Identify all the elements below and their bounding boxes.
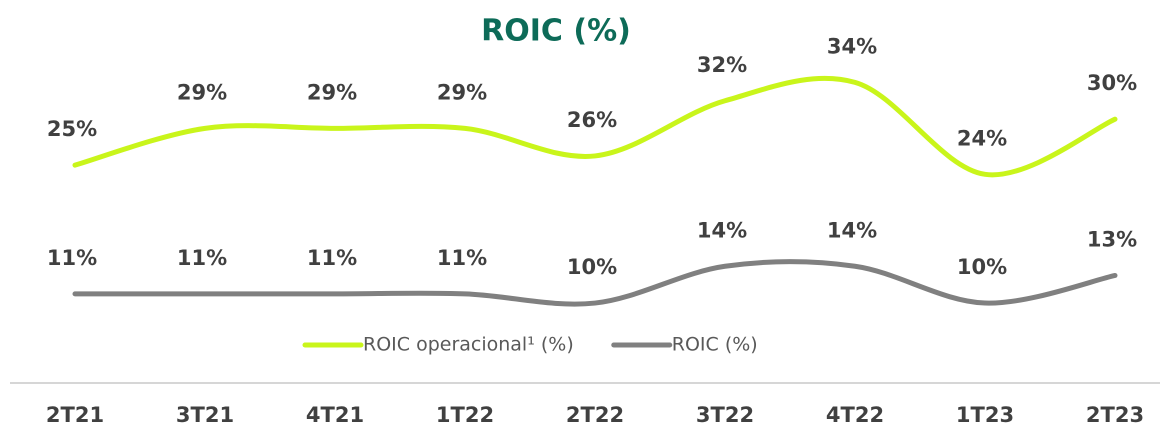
data-label: 29% (437, 80, 487, 104)
data-label: 11% (47, 246, 97, 270)
series-line (72, 259, 1118, 307)
data-label: 10% (957, 255, 1007, 279)
data-label: 10% (567, 255, 617, 279)
data-label: 11% (177, 246, 227, 270)
data-label: 29% (307, 80, 357, 104)
data-label: 11% (307, 246, 357, 270)
data-label: 11% (437, 246, 487, 270)
series-line (72, 75, 1118, 178)
data-label: 29% (177, 80, 227, 104)
data-label: 26% (567, 108, 617, 132)
x-tick-label: 4T21 (306, 403, 364, 427)
data-label: 34% (827, 34, 877, 58)
data-label: 24% (957, 126, 1007, 150)
x-tick-label: 2T23 (1086, 403, 1144, 427)
x-tick-label: 2T22 (566, 403, 624, 427)
x-tick-label: 1T22 (436, 403, 494, 427)
x-tick-label: 3T22 (696, 403, 754, 427)
x-tick-label: 3T21 (176, 403, 234, 427)
data-label: 13% (1087, 227, 1137, 251)
legend-label: ROIC (%) (672, 334, 758, 356)
x-tick-label: 2T21 (46, 403, 104, 427)
data-label: 14% (827, 218, 877, 242)
data-label: 25% (47, 117, 97, 141)
x-tick-label: 4T22 (826, 403, 884, 427)
legend-label: ROIC operacional¹ (%) (363, 334, 574, 356)
chart-title: ROIC (%) (481, 14, 631, 49)
data-label: 30% (1087, 71, 1137, 95)
x-tick-label: 1T23 (956, 403, 1014, 427)
data-label: 32% (697, 53, 747, 77)
data-label: 14% (697, 218, 747, 242)
